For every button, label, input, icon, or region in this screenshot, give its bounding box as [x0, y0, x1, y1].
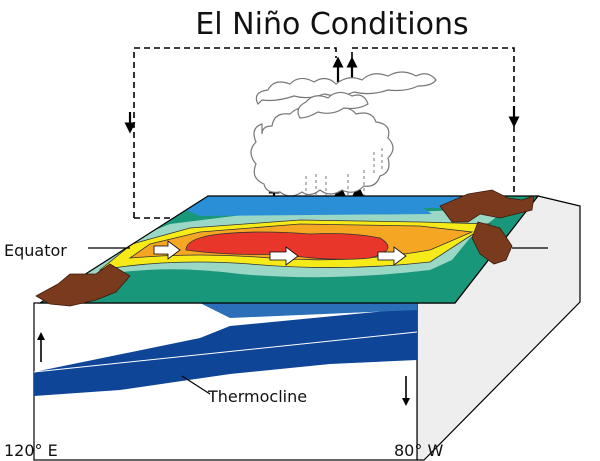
- western-landmass: [35, 263, 131, 307]
- land-masses: [35, 189, 535, 307]
- surface-wind-arrows: [153, 240, 407, 266]
- ocean-block: [33, 195, 581, 461]
- left-longitude-label: 120° E: [4, 441, 58, 460]
- white-arrow-icon: [269, 246, 299, 266]
- white-arrow-icon: [377, 246, 407, 266]
- equator-label: Equator: [4, 241, 67, 260]
- right-longitude-label: 80° W: [394, 441, 443, 460]
- south-america-top: [439, 189, 535, 223]
- cloud-icon: [250, 71, 437, 197]
- south-america-coast: [471, 221, 513, 265]
- thermocline-label: Thermocline: [207, 387, 307, 406]
- diagram-title: El Niño Conditions: [195, 7, 468, 42]
- white-arrow-icon: [153, 240, 181, 260]
